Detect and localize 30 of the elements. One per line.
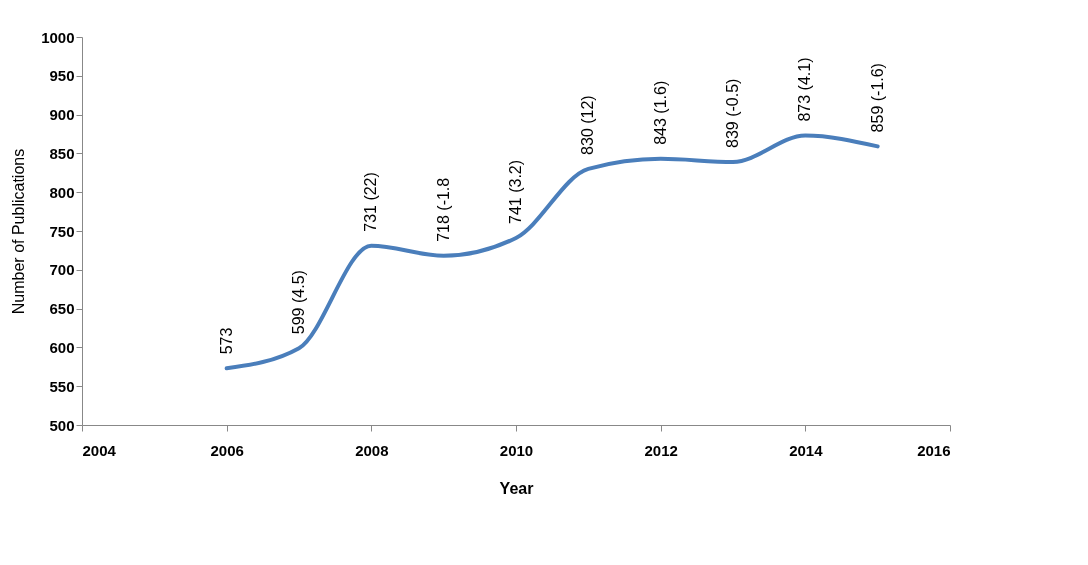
data-label: 741 (3.2) [507,159,524,224]
x-tick-label: 2014 [789,441,824,459]
x-tick-label: 2010 [499,441,534,459]
data-label: 843 (1.6) [651,80,669,145]
x-tick-label: 2016 [917,441,951,459]
x-tick-label: 2004 [82,441,117,459]
y-tick-label: 850 [49,144,75,162]
data-label: 839 (-0.5) [724,78,741,148]
data-label: 873 (4.1) [796,57,814,122]
data-label: 599 (4.5) [290,270,307,335]
y-tick-label: 750 [49,222,75,240]
data-label: 830 (12) [579,95,597,155]
y-tick-label: 500 [49,416,75,434]
y-tick-label: 950 [49,67,75,85]
x-axis-title: Year [499,479,534,497]
y-tick-label: 1000 [41,28,75,46]
y-tick-label: 700 [49,261,75,279]
x-tick-label: 2012 [644,441,678,459]
y-tick-label: 650 [49,300,75,318]
y-axis-title: Number of Publications [10,148,28,315]
x-tick-label: 2006 [210,441,244,459]
y-tick-label: 900 [49,106,75,124]
y-tick-label: 550 [49,377,75,395]
data-label: 718 (-1.8 [434,177,452,242]
y-tick-label: 800 [49,183,75,201]
y-tick-label: 600 [49,338,75,356]
data-label: 573 [217,327,235,355]
x-tick-label: 2008 [355,441,389,459]
data-label: 731 (22) [362,172,380,232]
data-label: 859 (-1.6) [868,63,886,133]
